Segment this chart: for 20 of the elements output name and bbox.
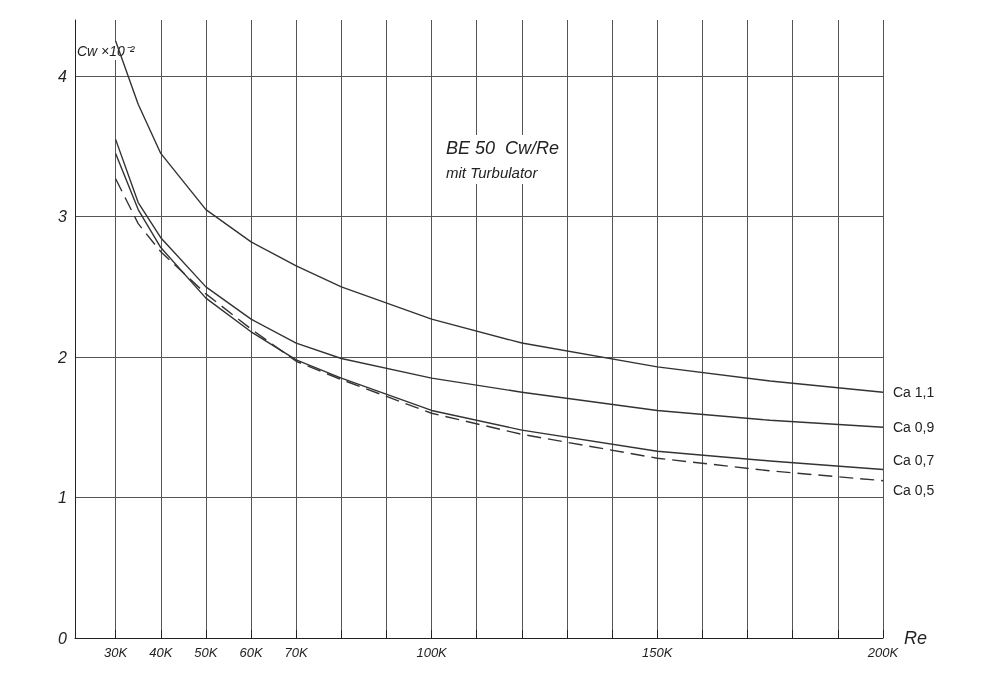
y-tick-label: 2 xyxy=(57,348,68,366)
series-label: Ca 1,1 xyxy=(893,384,935,401)
x-tick-label: 150K xyxy=(642,645,674,660)
x-tick-label: 100K xyxy=(416,645,449,660)
y-tick-label: 4 xyxy=(58,67,68,85)
x-tick-label: 30K xyxy=(104,645,129,660)
x-tick-label: 200K xyxy=(866,645,900,660)
y-tick-label: 0 xyxy=(58,629,68,647)
x-tick-label: 50K xyxy=(194,645,219,660)
x-tick-label: 60K xyxy=(239,645,264,660)
x-axis-title: Re xyxy=(904,628,928,648)
y-tick-label: 3 xyxy=(58,208,68,226)
text: mit Turbulator xyxy=(446,164,539,181)
series-label: Ca 0,5 xyxy=(893,481,935,498)
series-label: Ca 0,7 xyxy=(893,452,935,469)
x-tick-label: 70K xyxy=(284,645,310,660)
y-tick-label: 1 xyxy=(58,489,67,507)
series-label: Ca 0,9 xyxy=(893,419,935,436)
x-tick-label: 40K xyxy=(149,645,174,660)
text: BE 50 Cw/Re xyxy=(446,138,560,158)
